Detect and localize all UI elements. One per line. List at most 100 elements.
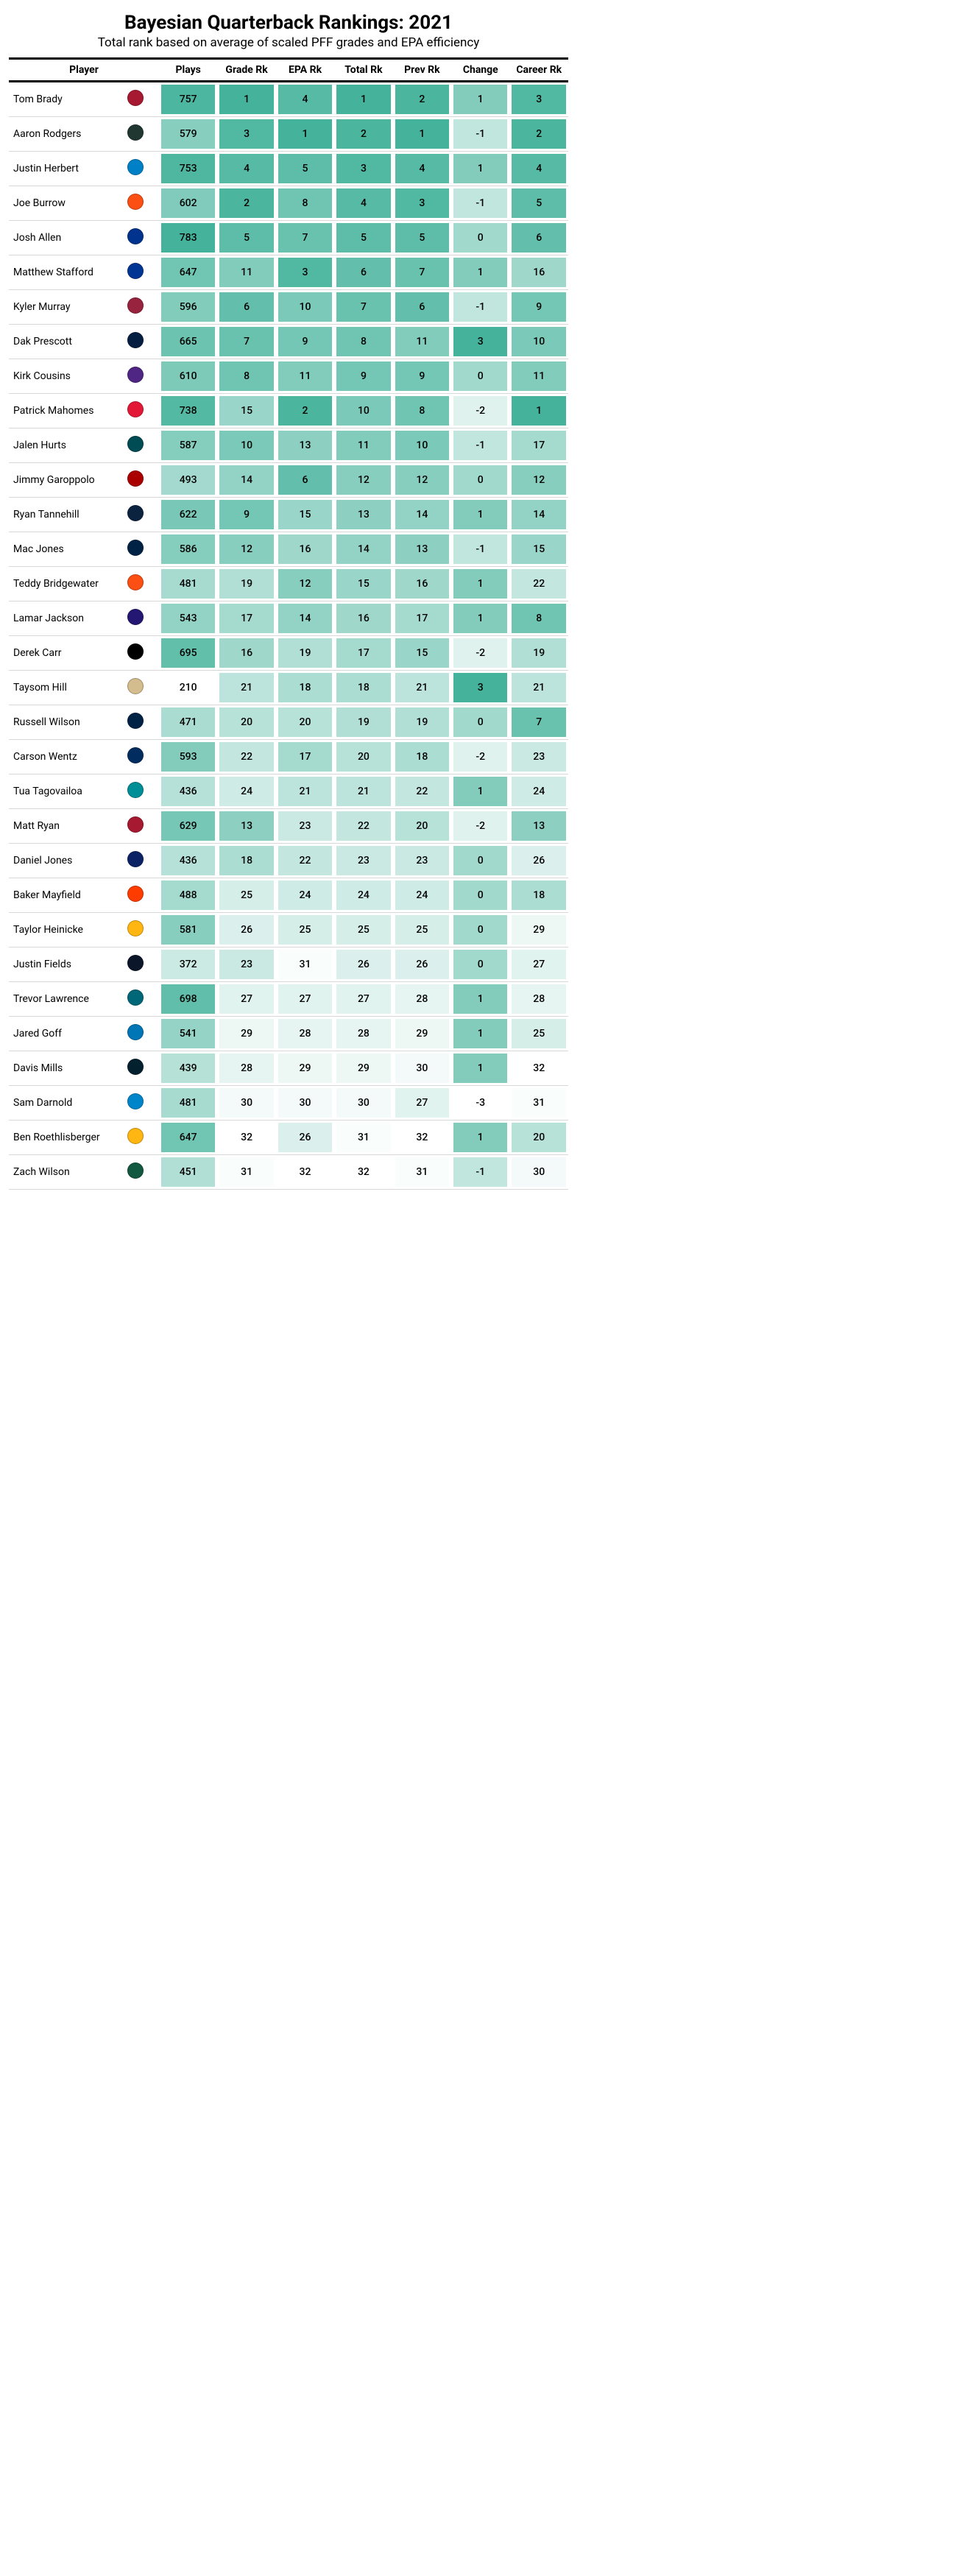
cell-value: 471	[161, 707, 215, 737]
cell-prev: 20	[393, 809, 451, 844]
col-total: Total Rk	[334, 59, 392, 82]
cell-value: 15	[278, 500, 332, 529]
cell-value: 18	[278, 673, 332, 702]
player-name: Teddy Bridgewater	[9, 567, 127, 601]
cell-value: 451	[161, 1157, 215, 1187]
cell-plays: 647	[159, 255, 217, 290]
cell-total: 20	[334, 740, 392, 774]
cell-grade: 19	[217, 567, 275, 601]
cell-value: 15	[336, 569, 390, 599]
cell-change: 0	[451, 844, 509, 878]
cell-prev: 1	[393, 117, 451, 152]
cell-value: 14	[512, 500, 566, 529]
cell-value: 1	[453, 1123, 507, 1152]
cell-total: 24	[334, 878, 392, 913]
cell-value: -1	[453, 292, 507, 322]
cell-career: 11	[509, 359, 568, 394]
cell-value: 21	[219, 673, 273, 702]
cell-value: 11	[512, 361, 566, 391]
team-logo-icon	[127, 124, 144, 141]
cell-value: 16	[219, 638, 273, 668]
cell-plays: 698	[159, 982, 217, 1017]
cell-plays: 586	[159, 532, 217, 567]
cell-prev: 15	[393, 636, 451, 671]
cell-value: 31	[219, 1157, 273, 1187]
rankings-table: Player Plays Grade Rk EPA Rk Total Rk Pr…	[9, 57, 568, 1190]
cell-value: 783	[161, 223, 215, 253]
col-grade: Grade Rk	[217, 59, 275, 82]
cell-epa: 27	[276, 982, 334, 1017]
cell-plays: 493	[159, 463, 217, 498]
cell-value: 738	[161, 396, 215, 426]
player-name: Dak Prescott	[9, 325, 127, 359]
cell-value: 31	[278, 950, 332, 979]
cell-value: 488	[161, 881, 215, 910]
cell-change: 0	[451, 359, 509, 394]
cell-value: 16	[278, 534, 332, 564]
cell-value: 14	[219, 465, 273, 495]
cell-value: 6	[512, 223, 566, 253]
cell-value: 1	[453, 1019, 507, 1048]
team-logo-icon	[127, 1128, 144, 1144]
team-logo	[127, 463, 159, 498]
player-name: Mac Jones	[9, 532, 127, 567]
cell-career: 24	[509, 774, 568, 809]
cell-value: 13	[395, 534, 449, 564]
cell-value: 16	[395, 569, 449, 599]
col-plays: Plays	[159, 59, 217, 82]
team-logo	[127, 1051, 159, 1086]
cell-total: 32	[334, 1155, 392, 1190]
cell-value: 31	[512, 1088, 566, 1118]
cell-grade: 7	[217, 325, 275, 359]
team-logo	[127, 1155, 159, 1190]
table-row: Jalen Hurts58710131110-117	[9, 428, 568, 463]
team-logo	[127, 498, 159, 532]
cell-prev: 9	[393, 359, 451, 394]
cell-total: 19	[334, 705, 392, 740]
cell-value: 29	[512, 915, 566, 945]
cell-total: 15	[334, 567, 392, 601]
cell-prev: 26	[393, 948, 451, 982]
player-name: Taylor Heinicke	[9, 913, 127, 948]
cell-value: 5	[512, 188, 566, 218]
table-row: Teddy Bridgewater48119121516122	[9, 567, 568, 601]
cell-value: 1	[453, 777, 507, 806]
cell-epa: 1	[276, 117, 334, 152]
cell-value: 22	[395, 777, 449, 806]
table-row: Matthew Stafford64711367116	[9, 255, 568, 290]
team-logo-icon	[127, 989, 144, 1006]
cell-value: 13	[336, 500, 390, 529]
team-logo	[127, 255, 159, 290]
table-row: Daniel Jones43618222323026	[9, 844, 568, 878]
cell-value: 29	[336, 1054, 390, 1083]
team-logo	[127, 982, 159, 1017]
cell-value: 19	[395, 707, 449, 737]
cell-change: -1	[451, 428, 509, 463]
cell-epa: 6	[276, 463, 334, 498]
cell-value: 7	[512, 707, 566, 737]
cell-grade: 11	[217, 255, 275, 290]
cell-prev: 28	[393, 982, 451, 1017]
cell-value: 23	[395, 846, 449, 875]
cell-plays: 757	[159, 82, 217, 117]
player-name: Matt Ryan	[9, 809, 127, 844]
cell-plays: 593	[159, 740, 217, 774]
cell-value: 9	[336, 361, 390, 391]
cell-value: 26	[512, 846, 566, 875]
cell-change: -3	[451, 1086, 509, 1121]
cell-epa: 31	[276, 948, 334, 982]
cell-value: 13	[278, 431, 332, 460]
team-logo-icon	[127, 1024, 144, 1040]
player-name: Ryan Tannehill	[9, 498, 127, 532]
team-logo-icon	[127, 228, 144, 244]
cell-value: 596	[161, 292, 215, 322]
cell-value: 3	[395, 188, 449, 218]
cell-total: 7	[334, 290, 392, 325]
team-logo-icon	[127, 540, 144, 556]
cell-value: 23	[512, 742, 566, 772]
team-logo-icon	[127, 401, 144, 417]
cell-value: 1	[395, 119, 449, 149]
team-logo-icon	[127, 713, 144, 729]
cell-epa: 9	[276, 325, 334, 359]
cell-total: 9	[334, 359, 392, 394]
